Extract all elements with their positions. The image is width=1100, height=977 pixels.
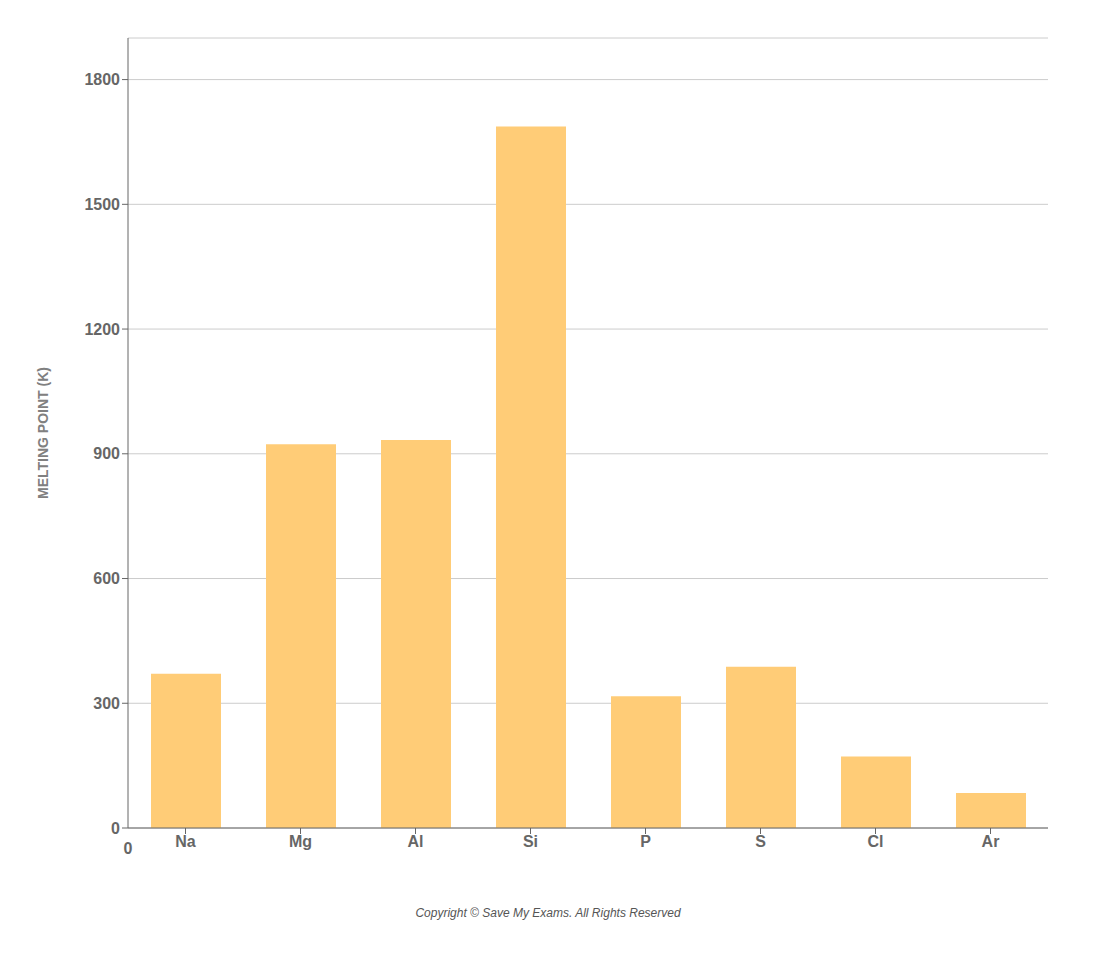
svg-text:S: S bbox=[755, 833, 766, 850]
svg-text:300: 300 bbox=[93, 695, 120, 712]
svg-text:1200: 1200 bbox=[84, 321, 120, 338]
svg-text:600: 600 bbox=[93, 570, 120, 587]
svg-text:Mg: Mg bbox=[289, 833, 312, 850]
svg-text:0: 0 bbox=[111, 820, 120, 837]
svg-text:Ar: Ar bbox=[982, 833, 1000, 850]
svg-text:Na: Na bbox=[175, 833, 196, 850]
svg-text:1500: 1500 bbox=[84, 196, 120, 213]
svg-text:Si: Si bbox=[523, 833, 538, 850]
svg-text:Cl: Cl bbox=[868, 833, 884, 850]
svg-text:900: 900 bbox=[93, 445, 120, 462]
svg-text:1800: 1800 bbox=[84, 71, 120, 88]
svg-text:Al: Al bbox=[408, 833, 424, 850]
svg-text:0: 0 bbox=[124, 840, 133, 857]
svg-text:MELTING POINT (K): MELTING POINT (K) bbox=[35, 367, 51, 499]
svg-text:P: P bbox=[640, 833, 651, 850]
html-text:Copyright © Save My Exams. All: Copyright © Save My Exams. All Rights Re… bbox=[415, 906, 681, 920]
